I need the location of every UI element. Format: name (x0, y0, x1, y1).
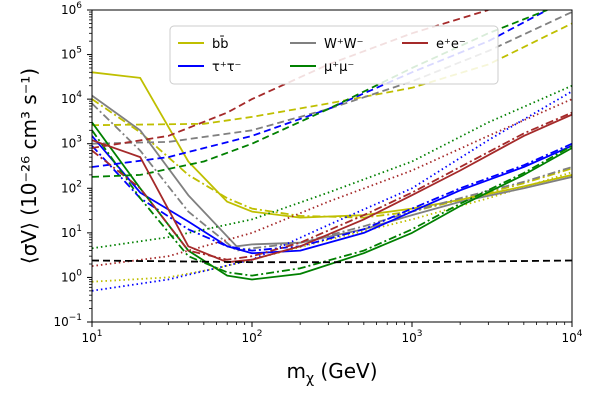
series-bb-dotted (92, 171, 572, 283)
tick-base: 10 (61, 3, 76, 17)
legend-label: W⁺W⁻ (324, 37, 363, 52)
tick-exponent: 4 (76, 90, 82, 100)
tick-base: 10 (53, 315, 68, 329)
y-tick-label: 104 (61, 90, 82, 106)
tick-exponent: 2 (76, 179, 82, 189)
y-tick-label: 106 (61, 1, 82, 17)
tick-exponent: 6 (76, 1, 82, 11)
y-axis-label: ⟨σV⟩ (10⁻²⁶ cm³ s⁻¹) (17, 68, 41, 264)
tick-exponent: 3 (76, 135, 82, 145)
tick-base: 10 (61, 48, 76, 62)
tick-exponent: 1 (76, 224, 82, 234)
tick-base: 10 (561, 331, 576, 345)
tick-base: 10 (61, 181, 76, 195)
legend-box (169, 25, 499, 85)
x-label-base: m (286, 359, 305, 383)
x-axis-label: mχ (GeV) (286, 359, 377, 387)
series-bb-solid (92, 71, 572, 219)
series-thermal-relic (92, 259, 572, 264)
y-tick-label: 101 (61, 224, 82, 240)
tick-base: 10 (241, 331, 256, 345)
y-tick-label: 10−1 (53, 313, 82, 329)
tick-exponent: 4 (577, 329, 583, 339)
series-ee-dashdot (92, 111, 572, 261)
series-ee-dotted (92, 98, 572, 267)
legend-label: τ⁺τ⁻ (212, 60, 241, 75)
tick-exponent: 3 (417, 329, 423, 339)
y-tick-label: 100 (61, 268, 82, 284)
plot-frame (91, 9, 573, 323)
tick-exponent: 2 (257, 329, 263, 339)
legend-label: e⁺e⁻ (436, 37, 466, 52)
tick-exponent: 1 (97, 329, 103, 339)
series-mu-dotted (92, 84, 572, 250)
x-tick-label: 102 (241, 329, 262, 345)
x-label-unit: (GeV) (314, 359, 377, 383)
x-label-sub: χ (306, 371, 314, 387)
x-tick-label: 103 (401, 329, 422, 345)
tick-base: 10 (61, 270, 76, 284)
series-ee-solid (92, 113, 572, 264)
legend-label: bb̄ (212, 37, 229, 52)
tick-exponent: 5 (76, 46, 82, 56)
tick-base: 10 (81, 331, 96, 345)
y-tick-label: 102 (61, 179, 82, 195)
legend: bb̄ W⁺W⁻ e⁺e⁻ τ⁺τ⁻ μ⁺μ⁻ (169, 25, 499, 85)
tick-base: 10 (61, 137, 76, 151)
y-tick-label: 103 (61, 135, 82, 151)
x-tick-label: 104 (561, 329, 582, 345)
series-tau-solid (92, 135, 572, 255)
tick-base: 10 (401, 331, 416, 345)
tick-exponent: −1 (69, 313, 82, 323)
tick-base: 10 (61, 226, 76, 240)
tick-exponent: 0 (76, 268, 82, 278)
y-tick-label: 105 (61, 46, 82, 62)
tick-base: 10 (61, 92, 76, 106)
series-tau-dotted (92, 90, 572, 292)
legend-label: μ⁺μ⁻ (324, 60, 354, 75)
x-tick-label: 101 (81, 329, 102, 345)
series-ww-solid (92, 94, 572, 248)
